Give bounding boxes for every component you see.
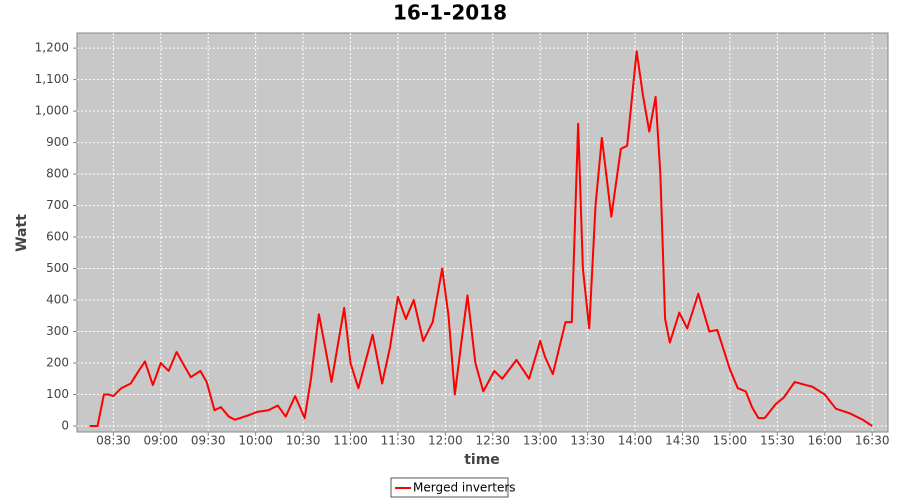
x-tick-label: 09:00 xyxy=(143,434,178,448)
x-tick-label: 11:30 xyxy=(381,434,416,448)
chart-title: 16-1-2018 xyxy=(393,1,507,25)
x-tick-label: 16:30 xyxy=(855,434,890,448)
x-tick-label: 12:00 xyxy=(428,434,463,448)
y-tick-label: 600 xyxy=(46,230,69,244)
y-tick-label: 200 xyxy=(46,356,69,370)
y-tick-label: 700 xyxy=(46,198,69,212)
x-tick-label: 10:30 xyxy=(286,434,321,448)
x-tick-label: 11:00 xyxy=(333,434,368,448)
x-tick-label: 08:30 xyxy=(96,434,131,448)
y-tick-label: 800 xyxy=(46,167,69,181)
y-tick-label: 1,200 xyxy=(35,41,69,55)
y-tick-label: 1,000 xyxy=(35,104,69,118)
y-tick-label: 1,100 xyxy=(35,72,69,86)
x-tick-label: 15:30 xyxy=(760,434,795,448)
x-tick-label: 16:00 xyxy=(807,434,842,448)
y-tick-label: 500 xyxy=(46,261,69,275)
line xyxy=(89,50,873,428)
x-axis-label: time xyxy=(464,452,500,468)
plot-area xyxy=(76,32,889,433)
y-tick-label: 400 xyxy=(46,293,69,307)
x-tick-label: 12:30 xyxy=(475,434,510,448)
x-tick-label: 15:00 xyxy=(713,434,748,448)
legend-label: Merged inverters xyxy=(413,481,516,495)
x-tick-label: 13:30 xyxy=(570,434,605,448)
x-tick-label: 13:00 xyxy=(523,434,558,448)
y-tick-label: 0 xyxy=(61,419,69,433)
y-tick-label: 300 xyxy=(46,324,69,338)
y-axis-label: Watt xyxy=(14,214,30,252)
y-tick-label: 100 xyxy=(46,387,69,401)
x-tick-label: 09:30 xyxy=(191,434,226,448)
y-tick-label: 900 xyxy=(46,135,69,149)
x-tick-label: 14:00 xyxy=(618,434,653,448)
x-tick-label: 10:00 xyxy=(238,434,273,448)
x-tick-label: 14:30 xyxy=(665,434,700,448)
legend xyxy=(390,477,509,498)
